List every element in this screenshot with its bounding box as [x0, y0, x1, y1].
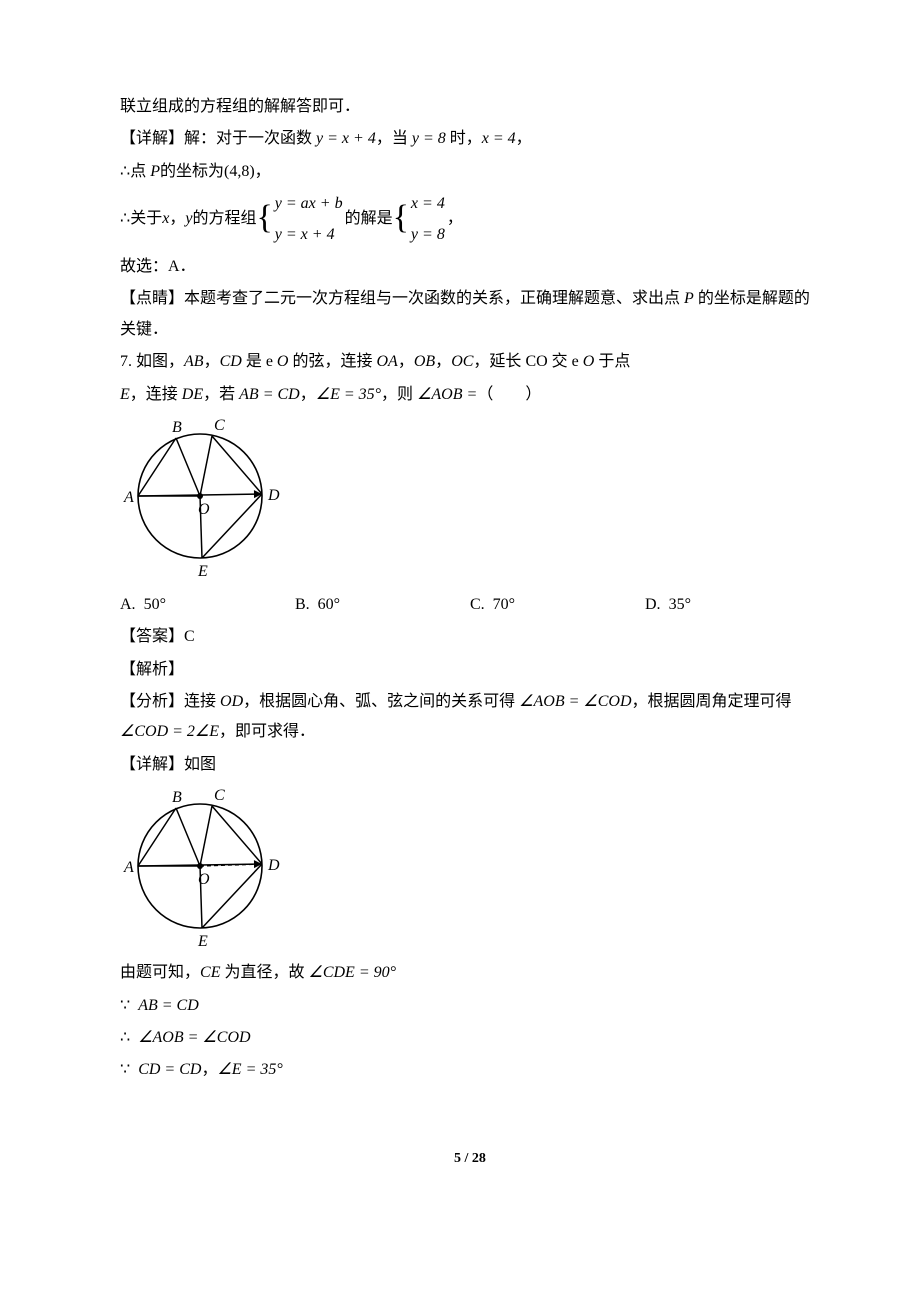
circle-figure-2: A B C D E O: [120, 786, 295, 956]
svg-text:E: E: [197, 563, 208, 580]
svg-text:D: D: [267, 857, 280, 874]
dianjing: 【点睛】本题考查了二元一次方程组与一次函数的关系，正确理解题意、求出点 P 的坐…: [120, 284, 820, 345]
page-footer: 5 / 28: [120, 1146, 820, 1173]
option-a: A. 50°: [120, 590, 295, 620]
circle-figure-1: A B C D E O: [120, 416, 290, 586]
jiexi: 【解析】: [120, 655, 820, 685]
svg-text:D: D: [267, 487, 280, 504]
paragraph: 联立组成的方程组的解解答即可．: [120, 92, 820, 122]
svg-text:E: E: [197, 933, 208, 950]
detail-line-3: ∴关于 x，y 的方程组 { y = ax + b y = x + 4 的解是 …: [120, 189, 820, 250]
q7-line2: E，连接 DE，若 AB = CD，∠E = 35°，则 ∠AOB =（ ）: [120, 380, 820, 410]
sol-line4: ∵ CD = CD，∠E = 35°: [120, 1055, 820, 1085]
sol-line3: ∴ ∠AOB = ∠COD: [120, 1023, 820, 1053]
sol-line1: 由题可知，CE 为直径，故 ∠CDE = 90°: [120, 958, 820, 988]
svg-text:A: A: [123, 859, 134, 876]
option-d: D. 35°: [645, 590, 820, 620]
svg-text:B: B: [172, 419, 182, 436]
option-b: B. 60°: [295, 590, 470, 620]
option-c: C. 70°: [470, 590, 645, 620]
fenxi: 【分析】连接 OD，根据圆心角、弧、弦之间的关系可得 ∠AOB = ∠COD，根…: [120, 687, 820, 748]
svg-text:C: C: [214, 417, 225, 434]
options-row: A. 50° B. 60° C. 70° D. 35°: [120, 590, 820, 620]
detail-line-1: 【详解】解：对于一次函数 y = x + 4，当 y = 8 时，x = 4，: [120, 124, 820, 154]
sol-line2: ∵ AB = CD: [120, 991, 820, 1021]
svg-text:A: A: [123, 489, 134, 506]
guxuan: 故选：A．: [120, 252, 820, 282]
svg-text:O: O: [198, 871, 210, 888]
svg-text:C: C: [214, 787, 225, 804]
detail2: 【详解】如图: [120, 750, 820, 780]
svg-text:O: O: [198, 501, 210, 518]
answer: 【答案】C: [120, 622, 820, 652]
svg-text:B: B: [172, 789, 182, 806]
detail-line-2: ∴点 P的坐标为(4,8)，: [120, 157, 820, 187]
q7-line1: 7. 如图，AB，CD 是 e O 的弦，连接 OA，OB，OC，延长 CO 交…: [120, 347, 820, 377]
